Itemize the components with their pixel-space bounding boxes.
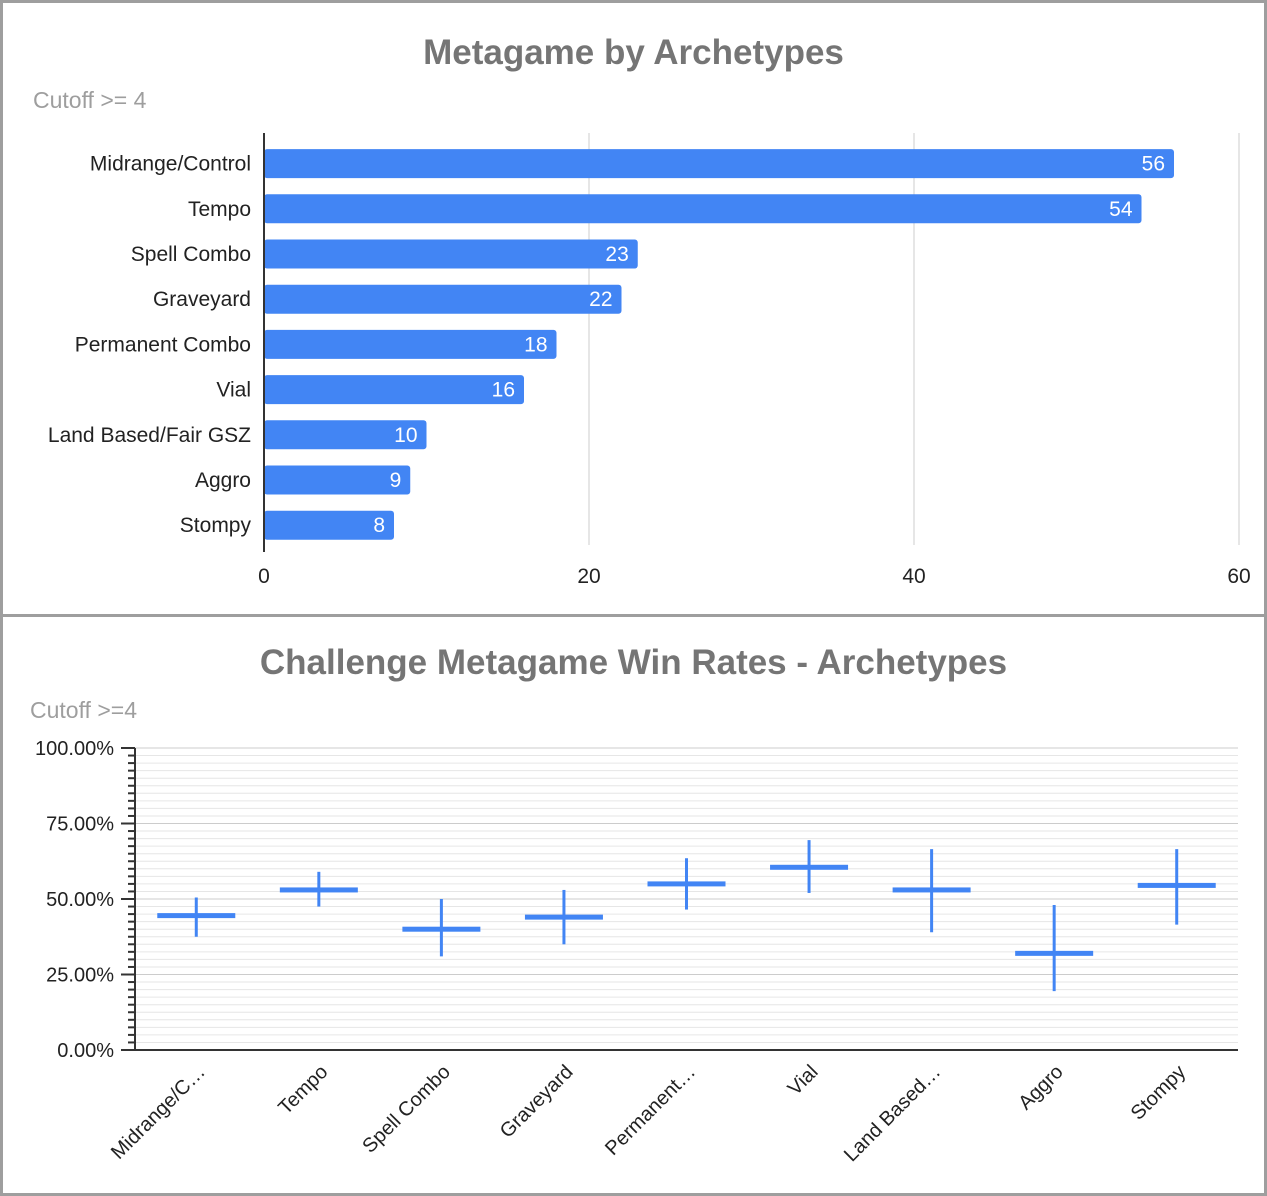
win-rate-category-label: Graveyard [496, 1061, 578, 1143]
bar-category-label: Tempo [188, 198, 251, 221]
bar [264, 420, 427, 450]
win-rate-marker [647, 881, 726, 887]
bar-data-label: 9 [390, 469, 402, 492]
metagame-bar-chart-panel: Metagame by Archetypes Cutoff >= 4 [0, 0, 1267, 617]
bar-x-tick-label: 40 [902, 565, 925, 588]
bar-category-label: Spell Combo [131, 243, 251, 266]
bar [264, 329, 557, 359]
bar-chart-title: Metagame by Archetypes [423, 33, 844, 72]
win-rate-marker [279, 887, 358, 893]
bar-data-label: 8 [373, 514, 385, 537]
bar-chart-subtitle: Cutoff >= 4 [33, 87, 147, 113]
bar-data-label: 10 [394, 424, 417, 447]
win-rate-category-label: Spell Combo [358, 1061, 455, 1158]
bar [264, 465, 411, 495]
bar-category-label: Vial [216, 379, 251, 402]
win-rate-marker [402, 926, 481, 932]
win-rate-category-label: Permanent… [601, 1061, 700, 1160]
win-rate-category-label: Land Based… [840, 1061, 945, 1166]
bar-category-label: Permanent Combo [75, 333, 251, 356]
bar [264, 194, 1142, 224]
bar-category-label: Aggro [195, 469, 251, 492]
win-rate-marker [1015, 950, 1094, 956]
bar [264, 149, 1174, 179]
win-rate-marker [770, 864, 849, 870]
win-rate-y-tick-label: 0.00% [57, 1040, 114, 1062]
bar-x-tick-label: 0 [258, 565, 270, 588]
win-rate-category-label: Aggro [1014, 1061, 1067, 1114]
win-rate-category-label: Vial [784, 1061, 823, 1100]
win-rate-chart-subtitle: Cutoff >=4 [30, 697, 137, 723]
bar-x-tick-label: 60 [1227, 565, 1250, 588]
win-rate-chart-title: Challenge Metagame Win Rates - Archetype… [259, 643, 1008, 682]
bar-category-label: Graveyard [153, 288, 251, 311]
bar-data-label: 56 [1142, 153, 1165, 176]
win-rate-category-label: Tempo [274, 1061, 332, 1119]
bar [264, 510, 394, 540]
bar [264, 375, 524, 405]
bar-data-label: 23 [605, 243, 628, 266]
win-rate-y-tick-label: 50.00% [46, 889, 114, 911]
bar [264, 284, 622, 314]
bar [264, 239, 638, 269]
win-rate-marker [892, 887, 971, 893]
win-rate-chart-panel: Challenge Metagame Win Rates - Archetype… [0, 614, 1267, 1196]
win-rate-y-tick-label: 100.00% [35, 738, 114, 760]
win-rate-category-label: Midrange/C… [107, 1061, 210, 1164]
win-rate-y-tick-label: 25.00% [46, 965, 114, 987]
win-rate-category-label: Stompy [1127, 1061, 1191, 1125]
win-rate-marker [1137, 882, 1216, 888]
bar-x-tick-label: 20 [577, 565, 600, 588]
win-rate-marker [157, 913, 236, 919]
bar-data-label: 54 [1109, 198, 1133, 221]
bar-category-label: Land Based/Fair GSZ [48, 424, 251, 447]
bar-category-label: Stompy [180, 514, 252, 537]
bar-category-label: Midrange/Control [90, 153, 251, 176]
bar-data-label: 16 [492, 379, 515, 402]
win-rate-y-tick-label: 75.00% [46, 814, 114, 836]
bar-data-label: 18 [524, 333, 547, 356]
win-rate-marker [524, 914, 603, 920]
bar-data-label: 22 [589, 288, 612, 311]
